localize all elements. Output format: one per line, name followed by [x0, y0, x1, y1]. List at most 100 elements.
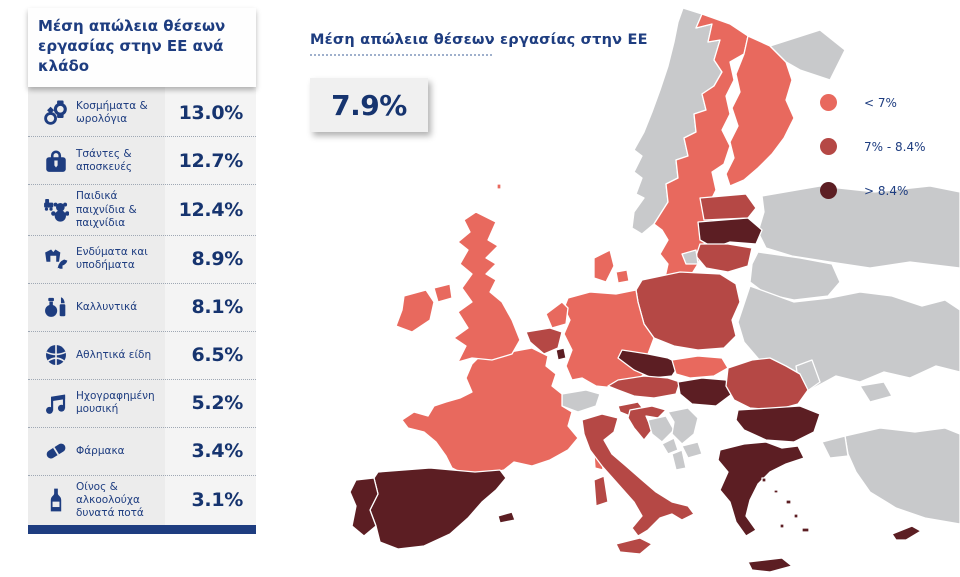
sector-label: Αθλητικά είδη: [76, 348, 152, 361]
sector-value: 5.2%: [191, 392, 244, 415]
country-shetland: [496, 183, 502, 190]
country-russia-kola: [769, 29, 846, 81]
sports-goods-icon: [36, 342, 76, 368]
country-balearic-islands: [497, 511, 516, 524]
country-latvia: [697, 217, 763, 249]
sector-row: Παιδικά παιχνίδια & παιχνίδια 12.4%: [28, 185, 256, 236]
recorded-music-icon: [36, 390, 76, 416]
sector-row: Οίνος & αλκοολούχα δυνατά ποτά 3.1%: [28, 476, 256, 525]
country-ireland: [395, 289, 435, 333]
country-kaliningrad: [681, 249, 699, 265]
sector-label: Οίνος & αλκοολούχα δυνατά ποτά: [76, 480, 144, 520]
sector-label: Φάρμακα: [76, 444, 125, 457]
sector-panel: Μέση απώλεια θέσεων εργασίας στην ΕΕ ανά…: [28, 8, 256, 535]
country-netherlands: [545, 301, 569, 329]
map-title: Μέση απώλεια θέσεων εργασίας στην ΕΕ: [310, 32, 648, 48]
country-belgium: [525, 327, 563, 355]
country-denmark-isles: [615, 269, 630, 284]
country-turkey: [844, 427, 960, 525]
sector-value: 3.4%: [191, 440, 244, 463]
country-austria: [607, 375, 681, 399]
legend-label: < 7%: [864, 95, 897, 110]
sector-label: Ηχογραφημένη μουσική: [76, 390, 155, 416]
bags-luggage-icon: [36, 148, 76, 174]
country-aegean-islands: [761, 477, 810, 533]
country-sardinia: [593, 475, 609, 507]
country-finland: [725, 35, 795, 187]
legend-row: > 8.4%: [820, 182, 925, 199]
sector-value: 8.1%: [191, 296, 244, 319]
eu-average-box: 7.9%: [310, 78, 428, 132]
sector-label: Κοσμήματα & ωρολόγια: [76, 99, 148, 125]
sector-row: Καλλυντικά 8.1%: [28, 284, 256, 332]
country-belarus: [749, 251, 841, 301]
jewelry-watches-icon: [36, 100, 76, 126]
sector-label: Τσάντες & αποσκευές: [76, 147, 133, 173]
sector-row: Τσάντες & αποσκευές 12.7%: [28, 137, 256, 186]
country-luxembourg: [555, 347, 567, 361]
cosmetics-icon: [36, 294, 76, 320]
country-slovakia: [671, 355, 729, 379]
country-bosnia: [647, 415, 675, 443]
country-france: [401, 347, 579, 475]
country-crete: [747, 557, 793, 573]
eu-average-value: 7.9%: [331, 88, 407, 122]
country-cyprus: [891, 525, 922, 541]
country-denmark: [593, 249, 615, 283]
sector-value: 6.5%: [191, 344, 244, 367]
sector-label: Παιδικά παιχνίδια & παιχνίδια: [76, 190, 137, 229]
sector-value: 13.0%: [178, 101, 244, 124]
country-bulgaria: [735, 405, 821, 443]
wine-spirits-icon: [36, 487, 76, 513]
country-north-macedonia: [681, 441, 703, 459]
country-montenegro: [661, 437, 679, 455]
sector-list: Κοσμήματα & ωρολόγια 13.0% Τσάντες & αποσκ…: [28, 87, 256, 526]
legend-row: 7% - 8.4%: [820, 138, 925, 155]
pharmaceuticals-icon: [36, 438, 76, 464]
country-sweden: [653, 13, 749, 291]
legend-swatch-dark-icon: [820, 182, 837, 199]
country-ukraine: [737, 285, 960, 391]
country-greece: [717, 441, 805, 537]
legend-label: 7% - 8.4%: [864, 139, 926, 154]
clothing-footwear-icon: [36, 246, 76, 272]
country-turkey-thrace: [821, 435, 849, 459]
sector-row: Ηχογραφημένη μουσική 5.2%: [28, 380, 256, 428]
sector-value: 12.4%: [178, 199, 244, 222]
country-portugal: [349, 477, 379, 537]
country-crimea: [859, 381, 893, 403]
legend-swatch-mid-icon: [820, 138, 837, 155]
sector-row: Κοσμήματα & ωρολόγια 13.0%: [28, 89, 256, 138]
sector-row: Φάρμακα 3.4%: [28, 428, 256, 476]
sector-value: 3.1%: [191, 489, 244, 512]
map-legend: < 7% 7% - 8.4% > 8.4%: [820, 94, 925, 226]
map-header: Μέση απώλεια θέσεων εργασίας στην ΕΕ: [310, 32, 648, 56]
country-united-kingdom: [453, 211, 521, 363]
country-serbia: [667, 407, 699, 445]
legend-label: > 8.4%: [864, 183, 909, 198]
country-northern-ireland: [433, 283, 453, 303]
sector-label: Καλλυντικά: [76, 300, 138, 313]
sector-value: 8.9%: [191, 248, 244, 271]
country-hungary: [677, 377, 733, 407]
country-romania: [725, 357, 809, 411]
sector-label: Ενδύματα και υποδήματα: [76, 246, 148, 272]
legend-swatch-light-icon: [820, 94, 837, 111]
country-lithuania: [695, 243, 753, 273]
sector-panel-title: Μέση απώλεια θέσεων εργασίας στην ΕΕ ανά…: [28, 8, 256, 88]
sector-row: Ενδύματα και υποδήματα 8.9%: [28, 236, 256, 284]
europe-map: [349, 7, 960, 573]
sector-row: Αθλητικά είδη 6.5%: [28, 332, 256, 380]
toys-icon: [36, 197, 76, 223]
sector-value: 12.7%: [178, 149, 244, 172]
country-italy: [581, 413, 695, 537]
country-albania: [671, 449, 687, 471]
country-sicily: [615, 537, 653, 555]
country-czech-republic: [617, 349, 681, 379]
legend-row: < 7%: [820, 94, 925, 111]
sector-panel-footer-bar: [28, 525, 256, 535]
map-title-underline: [310, 54, 492, 56]
country-spain: [369, 467, 507, 550]
country-estonia: [699, 193, 757, 221]
